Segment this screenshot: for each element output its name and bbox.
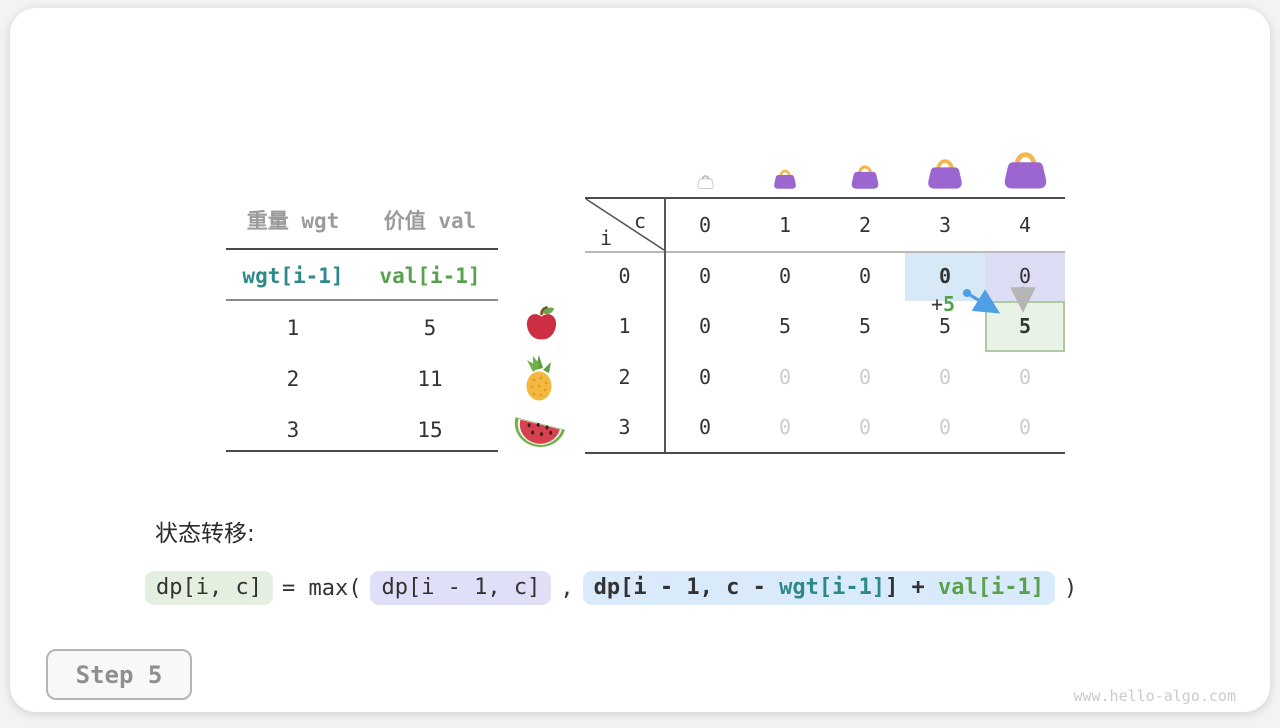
bag-capacity-2-icon: [850, 162, 880, 193]
formula-result-chip: dp[i, c]: [145, 571, 273, 605]
watermelon-icon: [512, 407, 568, 453]
apple-icon: [523, 304, 560, 346]
dp-col-header: 3: [938, 212, 952, 237]
bag-capacity-1-icon: [773, 167, 797, 193]
take-chip-prefix: dp[i - 1, c -: [593, 575, 780, 600]
watermark: www.hello-algo.com: [1073, 687, 1236, 705]
added-value: 5: [943, 292, 956, 316]
items-table-code-wgt: wgt[i-1]: [242, 264, 344, 288]
dp-row-header: 2: [618, 364, 631, 389]
dp-cell: 0: [985, 251, 1065, 302]
figure-card: 重量 wgt 价值 val wgt[i-1] val[i-1] 1 5 2 11…: [10, 8, 1270, 712]
transition-label: 状态转移:: [155, 521, 255, 547]
transition-formula: dp[i, c] = max( dp[i - 1, c] , dp[i - 1,…: [145, 568, 1077, 608]
dp-cell: 5: [858, 314, 872, 339]
dp-corner-col-var: c: [634, 209, 647, 233]
item-weight: 2: [286, 367, 300, 391]
items-table-mid-rule: [226, 299, 498, 301]
dp-corner-row-var: i: [600, 226, 613, 250]
bag-capacity-0-icon: [696, 173, 714, 193]
dp-cell: 0: [778, 364, 792, 389]
bag-capacity-3-icon: [926, 155, 964, 193]
dp-cell: 0: [1018, 364, 1032, 389]
formula-operator: = max(: [281, 575, 362, 601]
dp-cell: 0: [698, 264, 712, 289]
dp-cell: 0: [938, 414, 952, 439]
take-chip-suffix: ] +: [885, 575, 939, 600]
formula-close-paren: ): [1064, 575, 1078, 601]
items-table-code-val: val[i-1]: [379, 264, 481, 288]
pineapple-icon: [518, 353, 562, 407]
transition-annotation: +5: [931, 292, 955, 316]
items-table-top-rule: [226, 248, 498, 250]
dp-cell: 5: [778, 314, 792, 339]
formula-separator: ,: [560, 575, 574, 601]
item-value: 11: [417, 367, 443, 391]
dp-cell: 0: [778, 264, 792, 289]
items-table-header-weight: 重量 wgt: [246, 209, 340, 233]
dp-cell: 0: [778, 414, 792, 439]
take-chip-wgt: wgt[i-1]: [779, 575, 886, 600]
dp-cell: 0: [858, 264, 872, 289]
item-weight: 1: [286, 316, 300, 340]
dp-table-bottom-rule: [585, 452, 1065, 454]
items-table-header-value: 价值 val: [383, 209, 477, 233]
item-value: 15: [417, 418, 443, 442]
dp-row-header: 0: [618, 264, 631, 289]
dp-row-header: 1: [618, 314, 631, 339]
step-badge: Step 5: [46, 649, 192, 700]
dp-row-header: 3: [618, 414, 631, 439]
dp-cell: 0: [698, 314, 712, 339]
item-weight: 3: [286, 418, 300, 442]
dp-cell: 0: [858, 414, 872, 439]
dp-cell: 0: [938, 364, 952, 389]
dp-cell: 0: [1018, 414, 1032, 439]
dp-col-header: 1: [778, 212, 792, 237]
item-value: 5: [423, 316, 437, 340]
formula-keep-chip: dp[i - 1, c]: [370, 571, 552, 605]
items-table-bottom-rule: [226, 450, 498, 452]
dp-col-header: 0: [698, 212, 712, 237]
formula-take-chip: dp[i - 1, c - wgt[i-1]] + val[i-1]: [582, 571, 1056, 605]
dp-cell: 0: [698, 414, 712, 439]
corner-diagonal-line: [585, 198, 665, 251]
bag-capacity-4-icon: [1002, 147, 1049, 193]
dp-cell: 5: [985, 301, 1065, 352]
dp-table-top-rule: [585, 197, 1065, 199]
dp-table-vertical-rule: [664, 197, 666, 454]
take-chip-val: val[i-1]: [938, 575, 1045, 600]
plus-sign: +: [931, 292, 944, 316]
dp-table-header-rule: [585, 251, 1065, 253]
dp-col-header: 4: [1018, 212, 1032, 237]
dp-cell: 5: [938, 314, 952, 339]
dp-col-header: 2: [858, 212, 872, 237]
dp-cell: 0: [698, 364, 712, 389]
dp-cell: 0: [858, 364, 872, 389]
